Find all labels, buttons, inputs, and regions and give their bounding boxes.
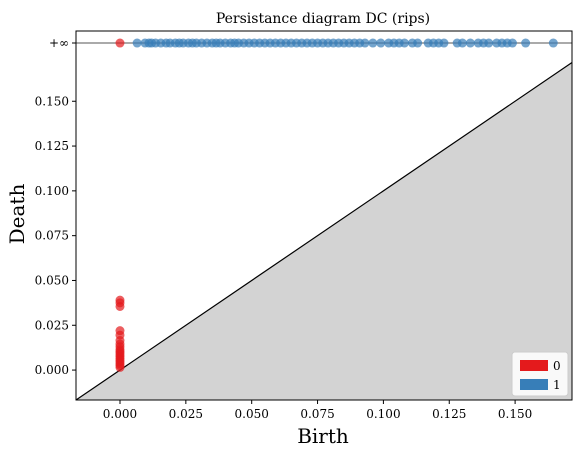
y-axis-label: Death (5, 184, 29, 245)
infinite-point-series-1 (368, 38, 378, 48)
chart-title: Persistance diagram DC (rips) (216, 11, 430, 27)
infinite-point-series-1 (132, 38, 142, 48)
infinite-point-series-1 (413, 38, 423, 48)
x-tick-label: 0.150 (498, 407, 532, 421)
y-tick-label: 0.050 (35, 273, 69, 287)
x-tick-label: 0.025 (169, 407, 203, 421)
infinite-point-series-1 (548, 38, 558, 48)
x-axis-label: Birth (297, 424, 349, 448)
legend-label-1: 1 (553, 378, 561, 392)
infinite-point-series-1 (507, 38, 517, 48)
infinite-point-series-1 (399, 38, 409, 48)
y-tick-label: 0.150 (35, 94, 69, 108)
diagonal-line (75, 62, 573, 401)
series-1 (132, 38, 558, 48)
legend-label-0: 0 (553, 359, 561, 373)
infinite-point-series-1 (439, 38, 449, 48)
infinite-point-series-1 (465, 38, 475, 48)
legend-swatch-1 (520, 379, 548, 390)
x-tick-label: 0.075 (300, 407, 334, 421)
x-tick-label: 0.050 (235, 407, 269, 421)
infinite-point-series-1 (484, 38, 494, 48)
x-tick-label: 0.125 (432, 407, 466, 421)
y-tick-label: +∞ (49, 36, 69, 50)
point-series-0 (115, 301, 125, 311)
y-tick-label: 0.125 (35, 139, 69, 153)
infinite-point-series-0 (115, 38, 125, 48)
y-tick-label: 0.100 (35, 184, 69, 198)
y-tick-label: 0.000 (35, 363, 69, 377)
infinite-point-series-1 (360, 38, 370, 48)
infinite-point-series-1 (376, 38, 386, 48)
legend: 01 (511, 351, 569, 397)
x-tick-label: 0.100 (366, 407, 400, 421)
infinite-point-series-1 (521, 38, 531, 48)
point-series-0 (115, 362, 125, 372)
legend-swatch-0 (520, 360, 548, 371)
y-tick-label: 0.025 (35, 318, 69, 332)
plot-frame (75, 30, 573, 401)
y-tick-label: 0.075 (35, 229, 69, 243)
x-tick-label: 0.000 (103, 407, 137, 421)
series-0 (115, 38, 125, 372)
infinite-point-series-1 (457, 38, 467, 48)
